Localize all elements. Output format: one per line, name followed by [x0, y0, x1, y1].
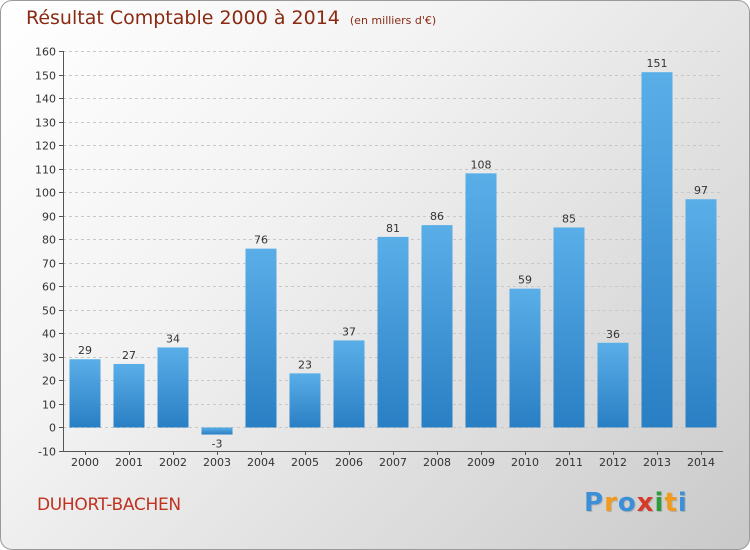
bar-2003 [201, 427, 233, 435]
logo-letter: o [617, 488, 637, 518]
bar-2010 [509, 288, 541, 428]
y-tick-label: 90 [42, 211, 56, 224]
y-tick-label: 30 [42, 352, 56, 365]
data-label-2006: 37 [342, 325, 356, 338]
bar-2006 [333, 340, 365, 428]
bar-2004 [245, 248, 277, 428]
data-label-2001: 27 [122, 349, 136, 362]
logo-letter: x [636, 488, 655, 518]
x-tick-label-2009: 2009 [467, 456, 495, 469]
logo-letter: r [604, 488, 618, 518]
chart-subtitle: (en milliers d'€) [349, 14, 437, 27]
bar-2014 [685, 199, 717, 428]
data-labels: 29 27 34 -3 76 23 37 81 86 108 59 85 36 151 97 [78, 57, 708, 450]
data-label-2002: 34 [166, 332, 180, 345]
bar-2013 [641, 72, 673, 428]
x-tick-label-2011: 2011 [555, 456, 583, 469]
y-tick-label: 0 [49, 422, 56, 435]
y-tick-label: 100 [35, 187, 56, 200]
data-label-2013: 151 [647, 57, 668, 70]
x-tick-label-2008: 2008 [423, 456, 451, 469]
data-label-2012: 36 [606, 328, 620, 341]
data-label-2010: 59 [518, 274, 532, 287]
y-tick-labels: -10 0 10 20 30 40 50 60 70 80 90 100 110 120 130 140 150… [35, 46, 56, 459]
axes [59, 51, 723, 455]
x-tick-label-2007: 2007 [379, 456, 407, 469]
y-tick-label: 140 [35, 93, 56, 106]
data-label-2014: 97 [694, 184, 708, 197]
proxiti-logo[interactable]: Proxiti [584, 488, 688, 518]
data-label-2005: 23 [298, 358, 312, 371]
bar-2007 [377, 236, 409, 428]
x-tick-label-2013: 2013 [643, 456, 671, 469]
logo-letter: i [677, 488, 688, 518]
bar-2012 [597, 342, 629, 428]
x-tick-labels: 2000 2001 2002 2003 2004 2005 2006 2007 2008 2009… [71, 456, 715, 469]
y-tick-label: 50 [42, 305, 56, 318]
data-label-2008: 86 [430, 210, 444, 223]
x-tick-label-2004: 2004 [247, 456, 275, 469]
data-label-2003: -3 [212, 438, 223, 451]
x-tick-label-2006: 2006 [335, 456, 363, 469]
y-tick-label: 150 [35, 70, 56, 83]
bar-2000 [69, 359, 101, 428]
x-tick-label-2001: 2001 [115, 456, 143, 469]
y-tick-label: 80 [42, 234, 56, 247]
x-tick-label-2014: 2014 [687, 456, 715, 469]
y-tick-label: 20 [42, 375, 56, 388]
data-label-2007: 81 [386, 222, 400, 235]
x-tick-label-2005: 2005 [291, 456, 319, 469]
bar-2005 [289, 373, 321, 428]
x-tick-label-2012: 2012 [599, 456, 627, 469]
bar-2011 [553, 227, 585, 428]
y-tick-label: -10 [38, 446, 56, 459]
data-label-2000: 29 [78, 344, 92, 357]
bar-2002 [157, 347, 189, 428]
y-tick-label: 130 [35, 117, 56, 130]
bar-2001 [113, 363, 145, 428]
bars [69, 72, 717, 435]
logo-letter: i [654, 488, 665, 518]
data-label-2011: 85 [562, 212, 576, 225]
bar-2009 [465, 173, 497, 428]
chart-title: Résultat Comptable 2000 à 2014 (en millie… [26, 7, 436, 29]
y-tick-label: 160 [35, 46, 56, 59]
commune-name: DUHORT-BACHEN [37, 495, 181, 515]
x-tick-label-2003: 2003 [203, 456, 231, 469]
title-text: Résultat Comptable 2000 à 2014 [26, 7, 340, 29]
y-tick-label: 10 [42, 399, 56, 412]
x-tick-label-2000: 2000 [71, 456, 99, 469]
bar-2008 [421, 225, 453, 428]
y-tick-label: 120 [35, 140, 56, 153]
y-tick-label: 60 [42, 281, 56, 294]
y-tick-label: 40 [42, 328, 56, 341]
data-label-2004: 76 [254, 234, 268, 247]
logo-letter: P [584, 488, 605, 518]
logo-letter: t [664, 488, 678, 518]
x-tick-label-2010: 2010 [511, 456, 539, 469]
y-tick-label: 70 [42, 258, 56, 271]
data-label-2009: 108 [471, 158, 492, 171]
y-tick-label: 110 [35, 164, 56, 177]
x-tick-label-2002: 2002 [159, 456, 187, 469]
